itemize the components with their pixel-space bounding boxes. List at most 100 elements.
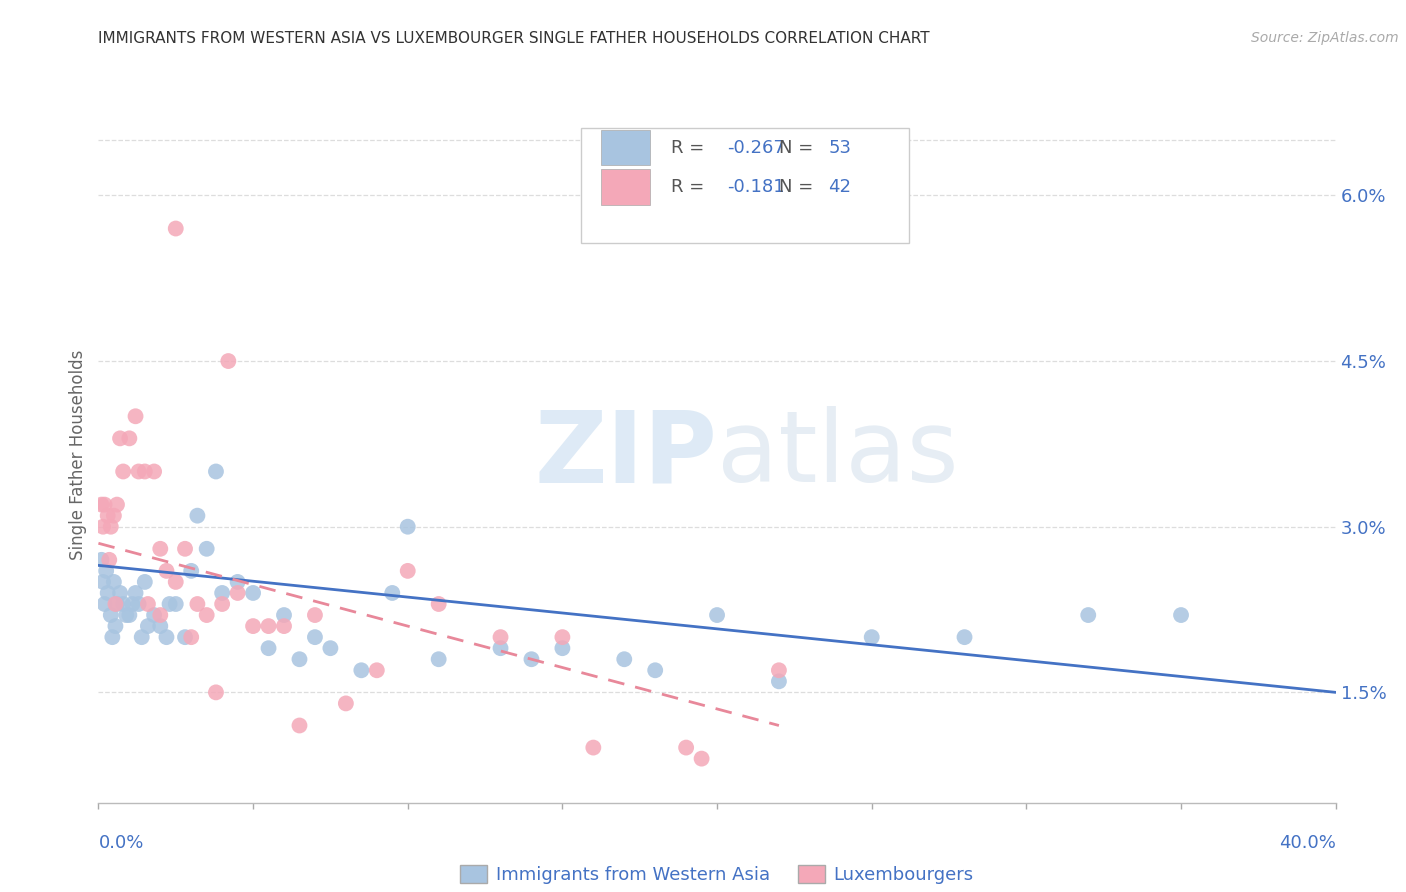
Text: -0.267: -0.267 bbox=[727, 138, 785, 157]
Point bbox=[273, 608, 295, 623]
Point bbox=[217, 354, 239, 368]
Point bbox=[93, 597, 115, 611]
Point bbox=[613, 652, 636, 666]
Point bbox=[582, 740, 605, 755]
Legend: Immigrants from Western Asia, Luxembourgers: Immigrants from Western Asia, Luxembourg… bbox=[460, 865, 974, 884]
Point bbox=[257, 619, 280, 633]
Point bbox=[520, 652, 543, 666]
Point bbox=[149, 608, 172, 623]
Point bbox=[131, 630, 153, 644]
Point bbox=[186, 597, 208, 611]
Point bbox=[155, 564, 177, 578]
Point bbox=[396, 564, 419, 578]
Point bbox=[96, 564, 118, 578]
Text: ZIP: ZIP bbox=[534, 407, 717, 503]
Point bbox=[690, 751, 713, 765]
Point bbox=[121, 597, 143, 611]
Point bbox=[105, 498, 128, 512]
Point bbox=[112, 597, 135, 611]
Point bbox=[124, 586, 146, 600]
Point bbox=[101, 630, 124, 644]
Point bbox=[143, 465, 166, 479]
Point bbox=[115, 608, 138, 623]
Point bbox=[143, 608, 166, 623]
Text: N =: N = bbox=[779, 138, 818, 157]
Point bbox=[112, 465, 135, 479]
Point bbox=[211, 586, 233, 600]
Point bbox=[104, 597, 127, 611]
Text: IMMIGRANTS FROM WESTERN ASIA VS LUXEMBOURGER SINGLE FATHER HOUSEHOLDS CORRELATIO: IMMIGRANTS FROM WESTERN ASIA VS LUXEMBOU… bbox=[98, 31, 929, 46]
FancyBboxPatch shape bbox=[600, 169, 650, 205]
Y-axis label: Single Father Households: Single Father Households bbox=[69, 350, 87, 560]
Point bbox=[288, 718, 311, 732]
FancyBboxPatch shape bbox=[600, 129, 650, 166]
Point bbox=[104, 619, 127, 633]
Point bbox=[128, 597, 150, 611]
Text: R =: R = bbox=[671, 138, 710, 157]
Point bbox=[288, 652, 311, 666]
Point bbox=[97, 586, 120, 600]
Point bbox=[226, 586, 249, 600]
Point bbox=[551, 630, 574, 644]
Point bbox=[165, 221, 187, 235]
Point bbox=[427, 652, 450, 666]
Point bbox=[128, 465, 150, 479]
Point bbox=[205, 465, 228, 479]
Point bbox=[91, 574, 114, 589]
Point bbox=[108, 586, 131, 600]
Text: -0.181: -0.181 bbox=[727, 178, 785, 196]
Point bbox=[675, 740, 697, 755]
Point bbox=[118, 431, 141, 445]
Text: 42: 42 bbox=[828, 178, 852, 196]
Text: Source: ZipAtlas.com: Source: ZipAtlas.com bbox=[1251, 31, 1399, 45]
Point bbox=[90, 553, 112, 567]
Point bbox=[91, 519, 114, 533]
Point bbox=[273, 619, 295, 633]
Point bbox=[195, 608, 218, 623]
Point bbox=[124, 409, 146, 424]
Point bbox=[93, 498, 115, 512]
Point bbox=[100, 519, 122, 533]
Point bbox=[489, 641, 512, 656]
Point bbox=[489, 630, 512, 644]
Point bbox=[149, 619, 172, 633]
Point bbox=[226, 574, 249, 589]
Point bbox=[134, 465, 156, 479]
Point bbox=[165, 597, 187, 611]
Point bbox=[768, 663, 790, 677]
Point bbox=[381, 586, 404, 600]
Point bbox=[90, 498, 112, 512]
Point bbox=[644, 663, 666, 677]
Point bbox=[174, 541, 197, 556]
Point bbox=[103, 574, 125, 589]
Point bbox=[186, 508, 208, 523]
Text: R =: R = bbox=[671, 178, 710, 196]
Text: 40.0%: 40.0% bbox=[1279, 834, 1336, 852]
Point bbox=[396, 519, 419, 533]
Point bbox=[136, 597, 159, 611]
Point bbox=[427, 597, 450, 611]
Point bbox=[159, 597, 181, 611]
Text: 0.0%: 0.0% bbox=[98, 834, 143, 852]
FancyBboxPatch shape bbox=[581, 128, 908, 243]
Point bbox=[953, 630, 976, 644]
Point bbox=[211, 597, 233, 611]
Point bbox=[155, 630, 177, 644]
Point bbox=[1077, 608, 1099, 623]
Point bbox=[98, 553, 121, 567]
Text: atlas: atlas bbox=[717, 407, 959, 503]
Point bbox=[706, 608, 728, 623]
Point bbox=[105, 597, 128, 611]
Point bbox=[205, 685, 228, 699]
Point bbox=[100, 608, 122, 623]
Point bbox=[134, 574, 156, 589]
Point bbox=[242, 619, 264, 633]
Point bbox=[174, 630, 197, 644]
Point bbox=[551, 641, 574, 656]
Point bbox=[136, 619, 159, 633]
Point bbox=[350, 663, 373, 677]
Point bbox=[335, 697, 357, 711]
Point bbox=[304, 630, 326, 644]
Point bbox=[257, 641, 280, 656]
Point bbox=[103, 508, 125, 523]
